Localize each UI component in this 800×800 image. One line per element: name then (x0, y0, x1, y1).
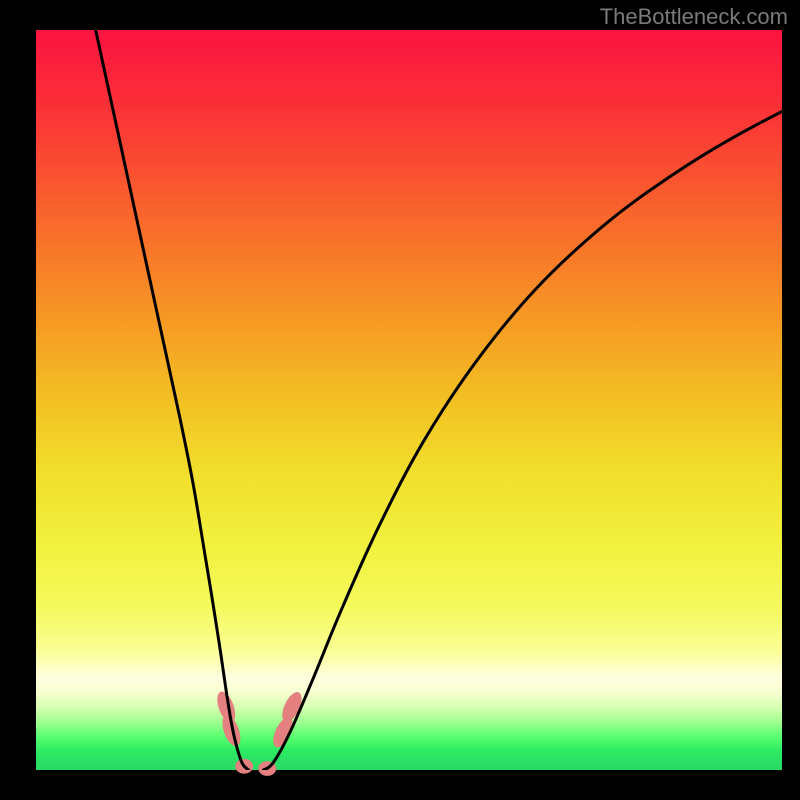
bottleneck-chart (0, 0, 800, 800)
watermark-text: TheBottleneck.com (600, 4, 788, 30)
chart-container: TheBottleneck.com (0, 0, 800, 800)
